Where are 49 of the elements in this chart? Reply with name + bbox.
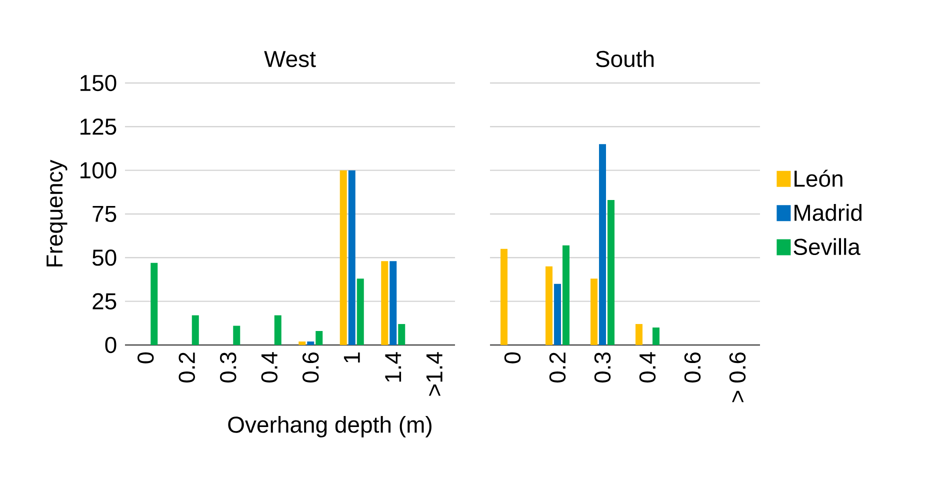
bar <box>636 324 643 345</box>
bar <box>150 262 158 345</box>
chart-title: West <box>264 51 316 68</box>
bar <box>562 245 570 345</box>
legend-label: Sevilla <box>794 238 860 256</box>
y-tick-label: 50 <box>92 250 116 266</box>
bar <box>652 328 660 345</box>
x-tick-label: 1 <box>344 352 360 362</box>
y-tick-label: 100 <box>80 162 116 178</box>
bar <box>590 278 598 345</box>
y-tick-label: 25 <box>92 293 116 310</box>
x-tick-label: 0.3 <box>220 352 236 383</box>
bar <box>307 341 314 345</box>
bar <box>500 248 508 345</box>
x-tick-label: 0.6 <box>684 352 701 383</box>
x-axis-title: Overhang depth (m) <box>228 416 432 438</box>
x-tick-label: > 0.6 <box>729 352 746 402</box>
y-tick-label: 125 <box>80 118 116 135</box>
x-tick-label: 0 <box>137 352 154 364</box>
x-tick-label: 1.4 <box>385 352 402 382</box>
bar <box>274 315 282 345</box>
bar <box>546 266 553 345</box>
y-tick-label: 75 <box>92 206 116 222</box>
bar <box>348 170 356 345</box>
x-tick-label: 0.6 <box>302 352 319 383</box>
bar <box>390 261 397 345</box>
bar <box>233 326 240 345</box>
bar <box>398 324 406 345</box>
bar <box>298 341 306 345</box>
legend-label: León <box>794 170 842 187</box>
bar <box>381 261 388 345</box>
x-tick-label: 0.3 <box>594 352 611 383</box>
bar <box>554 284 562 345</box>
x-tick-label: 0.4 <box>639 352 656 383</box>
x-tick-label: 0.4 <box>261 352 278 383</box>
y-axis-title: Frequency <box>46 160 68 266</box>
bar <box>356 278 364 345</box>
x-tick-label: 0 <box>504 352 521 364</box>
chart-title: South <box>596 50 654 68</box>
x-tick-label: 0.2 <box>549 352 566 383</box>
y-tick-label: 150 <box>80 74 116 92</box>
bar <box>599 144 606 345</box>
x-tick-label: >1.4 <box>426 352 442 396</box>
x-tick-label: 0.2 <box>178 352 196 383</box>
bar <box>608 200 615 345</box>
legend-label: Madrid <box>794 204 862 221</box>
bar <box>340 170 347 345</box>
bar <box>316 331 323 345</box>
bar <box>192 315 199 345</box>
